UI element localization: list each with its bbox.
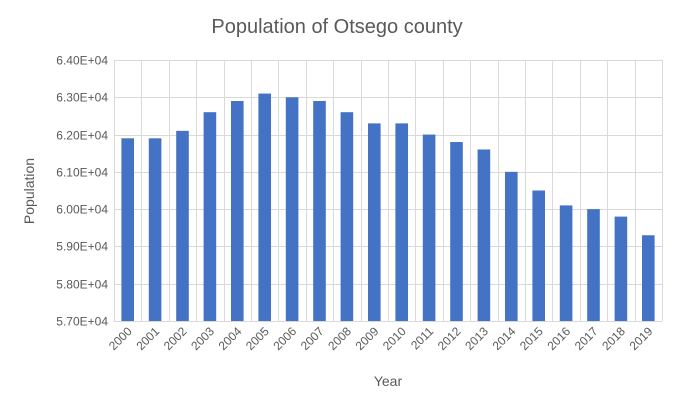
x-tick-label: 2010 — [380, 324, 409, 353]
y-tick-label: 6.40E+04 — [56, 54, 108, 68]
y-axis-ticks: 5.70E+04 5.80E+04 5.90E+04 6.00E+04 6.10E+04… — [56, 54, 108, 329]
x-axis-ticks: 2000200120022003200420052006200720082009… — [106, 324, 656, 353]
x-tick-label: 2003 — [188, 324, 217, 353]
x-tick-label: 2007 — [298, 324, 327, 353]
y-tick-label: 5.80E+04 — [56, 278, 108, 292]
bar-2010 — [395, 123, 409, 321]
bar-2002 — [176, 130, 189, 321]
bar-2005 — [258, 93, 272, 321]
x-tick-label: 2004 — [216, 324, 245, 353]
y-tick-label: 5.70E+04 — [56, 315, 108, 329]
bar-2003 — [203, 112, 217, 321]
bars — [121, 93, 655, 322]
bar-2019 — [641, 235, 655, 321]
x-tick-label: 2013 — [462, 324, 491, 353]
gridlines — [114, 60, 663, 322]
x-axis-title: Year — [374, 373, 403, 389]
bar-2007 — [313, 101, 326, 321]
bar-2017 — [587, 209, 600, 321]
x-tick-label: 2008 — [325, 324, 354, 353]
bar-2004 — [230, 101, 244, 321]
y-tick-label: 5.90E+04 — [56, 240, 108, 254]
x-tick-label: 2006 — [270, 324, 299, 353]
y-tick-label: 6.00E+04 — [56, 203, 108, 217]
bar-2011 — [422, 134, 436, 321]
x-tick-label: 2011 — [408, 324, 436, 352]
y-axis-title: Population — [21, 158, 37, 224]
x-tick-label: 2009 — [353, 324, 382, 353]
chart-title: Population of Otsego county — [211, 16, 462, 38]
bar-2015 — [532, 190, 546, 321]
bar-2008 — [340, 112, 354, 321]
bar-2018 — [614, 216, 628, 321]
bar-2009 — [367, 123, 381, 321]
x-tick-label: 2005 — [243, 324, 272, 353]
x-tick-label: 2017 — [572, 324, 601, 353]
x-tick-label: 2014 — [490, 324, 519, 353]
bar-2016 — [559, 205, 573, 321]
bar-2013 — [477, 149, 491, 321]
y-tick-label: 6.20E+04 — [56, 129, 108, 143]
bar-2001 — [148, 138, 162, 321]
x-tick-label: 2019 — [627, 324, 656, 353]
x-tick-label: 2001 — [133, 324, 162, 353]
x-tick-label: 2015 — [517, 324, 546, 353]
bar-2006 — [285, 97, 299, 322]
bar-2012 — [450, 142, 463, 321]
x-tick-label: 2018 — [599, 324, 628, 353]
x-tick-label: 2000 — [106, 324, 135, 353]
x-tick-label: 2012 — [435, 324, 464, 353]
bar-2000 — [121, 138, 135, 321]
x-tick-label: 2002 — [161, 324, 190, 353]
y-tick-label: 6.30E+04 — [56, 91, 108, 105]
x-tick-label: 2016 — [544, 324, 573, 353]
bar-2014 — [504, 171, 518, 321]
y-tick-label: 6.10E+04 — [56, 166, 108, 180]
